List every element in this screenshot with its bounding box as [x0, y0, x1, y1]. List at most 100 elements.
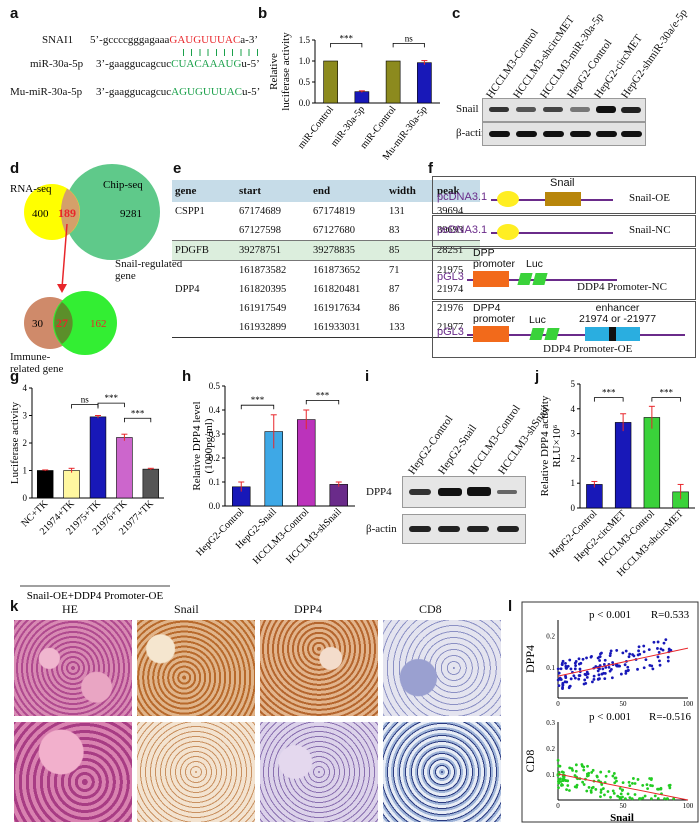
ihc-cd8-1 — [383, 620, 501, 716]
scatter-point — [623, 663, 627, 667]
table-row: 161873582 161873652 71 21975 — [172, 261, 480, 281]
significance-bracket — [392, 42, 425, 48]
scatter-point — [589, 789, 593, 793]
table-cell: 39693 — [437, 225, 464, 236]
table-cell: 86 — [389, 303, 400, 314]
scatter-point — [632, 654, 636, 658]
venn-label-chip: Chip-seq — [103, 179, 143, 191]
scatter-point — [636, 653, 640, 657]
scatter-point — [557, 671, 561, 675]
ihc-cd8-2 — [383, 722, 501, 822]
y-tick-label: 0.3 — [209, 429, 221, 439]
table-cell: 67127680 — [313, 225, 355, 236]
scatter-point — [608, 654, 612, 658]
scatter-point — [558, 677, 561, 681]
construct-name: Snail-OE — [629, 192, 670, 204]
luc-block — [529, 328, 545, 340]
seq-suffix: a-3’ — [240, 34, 258, 46]
table-cell: 21976 — [437, 303, 464, 314]
scatter-point — [573, 774, 577, 777]
construct-box-1: pcDNA3.1 Snail Snail-OE — [432, 176, 696, 214]
table-cell — [172, 318, 236, 338]
scatter-point — [643, 794, 647, 798]
venn-count-189: 189 — [58, 206, 76, 220]
scatter-point — [599, 795, 602, 799]
significance-label: *** — [660, 388, 674, 398]
venn-count-9281: 9281 — [120, 208, 142, 220]
seq-snai1: 5’-gccccgggagaaaGAUGUUUACa-3’ — [90, 34, 258, 46]
vector-label: pcDNA3.1 — [437, 224, 488, 236]
scatter-point — [653, 794, 657, 798]
scatter-point — [636, 778, 640, 781]
vector-label: pGL3 — [437, 326, 464, 338]
scatter-point — [661, 648, 665, 652]
scatter-point — [600, 783, 604, 786]
table-header: gene — [172, 180, 236, 202]
scatter-point — [569, 677, 573, 681]
y-tick-label: 3 — [571, 429, 576, 439]
seq-mu-mir30a: 3’-gaaggucagcucAGUGUUUACu-5’ — [96, 86, 260, 98]
table-cell: 67174689 — [239, 206, 281, 217]
scatter-point — [585, 656, 588, 660]
scatter-point — [668, 783, 672, 787]
significance-bracket — [97, 402, 125, 408]
scatter-point — [666, 797, 669, 801]
scatter-point — [658, 663, 662, 667]
significance-bracket — [651, 397, 682, 402]
ihc-col-he: HE — [62, 602, 78, 616]
scatter-point — [601, 667, 605, 671]
scatter-point — [656, 640, 660, 644]
scatter-point — [598, 659, 602, 662]
bar — [297, 419, 316, 507]
arrow-head — [57, 284, 67, 293]
panel-letter-a: a — [10, 5, 19, 22]
scatter-point — [602, 787, 605, 790]
ihc-snail-1 — [137, 620, 255, 716]
y-tick-label: 0 — [23, 493, 28, 503]
x-tick-label: 0 — [556, 802, 560, 810]
scatter-point — [596, 677, 600, 681]
x-tick-label: HCCLM3-Control — [251, 506, 312, 567]
x-tick-label: HepG2-Control — [547, 508, 599, 560]
p-value: p < 0.001 — [589, 711, 631, 723]
scatter-point — [564, 779, 568, 783]
scatter-point — [636, 667, 639, 671]
scatter-point — [672, 797, 676, 801]
scatter-point — [572, 674, 576, 678]
scatter-point — [564, 661, 567, 665]
scatter-point — [659, 647, 663, 651]
y-tick-label: 0.2 — [209, 453, 220, 463]
seq-suffix: u-5’ — [242, 86, 261, 98]
table-header: width — [386, 180, 434, 202]
scatter-point — [585, 670, 589, 674]
scatter-point — [565, 788, 568, 792]
luc-label: Luc — [526, 258, 543, 270]
y-tick-label: 4 — [571, 404, 576, 414]
table-row: 161917549 161917634 86 21976 — [172, 299, 480, 318]
scatter-point — [621, 781, 625, 784]
chart-g-luciferase: 01234NC+TK21974+TK21975+TK21976+TK21977+… — [9, 383, 170, 600]
scatter-point — [602, 671, 606, 675]
x-tick-label: 50 — [620, 700, 628, 708]
significance-label: ns — [81, 395, 90, 405]
table-cell: 161873582 — [239, 265, 287, 276]
enhancer-label: enhancer 21974 or -21977 — [579, 302, 657, 325]
y-axis-label: Relative — [268, 53, 280, 90]
seq-prefix: 3’-gaaggucagcuc — [96, 86, 172, 98]
panel-letter-k: k — [10, 598, 19, 615]
table-cell: 28251 — [437, 245, 464, 256]
bar — [323, 60, 338, 104]
scatter-point — [607, 770, 611, 773]
table-cell: 21974 — [437, 284, 464, 295]
table-cell: 85 — [389, 245, 400, 256]
scatter-point — [557, 786, 560, 790]
table-header: peak — [434, 180, 480, 202]
significance-bracket — [124, 417, 152, 423]
gene-label: Snail — [550, 177, 575, 189]
scatter-point — [569, 667, 573, 671]
significance-label: *** — [316, 390, 330, 400]
scatter-point — [577, 657, 581, 661]
bar — [417, 62, 432, 104]
scatter-point — [637, 645, 641, 649]
scatter-point — [568, 789, 571, 792]
